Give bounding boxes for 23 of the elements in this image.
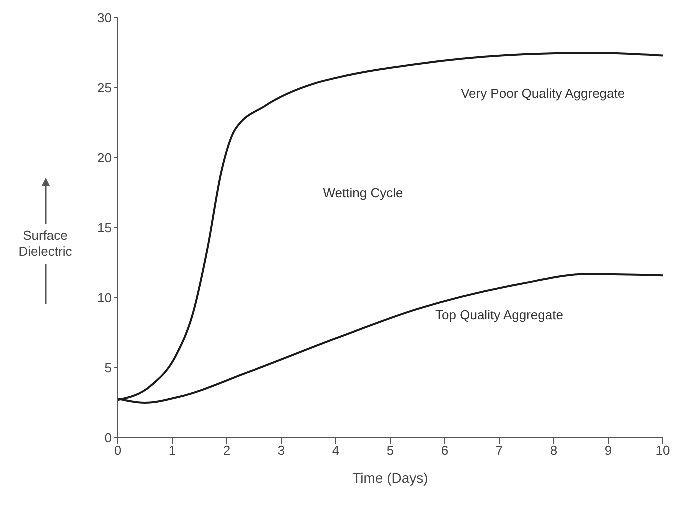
x-tick-label: 4 [332, 443, 340, 458]
y-tick-label: 15 [98, 220, 112, 236]
x-tick-label: 2 [223, 443, 231, 458]
x-tick-label: 8 [550, 443, 558, 458]
x-tick-label: 0 [114, 443, 122, 458]
x-tick-label: 9 [604, 443, 612, 458]
y-tick-label: 25 [98, 80, 112, 96]
y-tick-label: 0 [104, 430, 112, 446]
x-tick-label: 7 [496, 443, 504, 458]
y-tick-label: 30 [98, 10, 112, 26]
y-axis-title: Surface Dielectric [18, 228, 74, 260]
x-tick-label: 10 [656, 443, 670, 458]
x-tick-label: 5 [386, 443, 394, 458]
series-label: Top Quality Aggregate [436, 307, 564, 322]
x-axis-title: Time (Days) [352, 470, 428, 486]
y-tick-label: 10 [98, 290, 112, 306]
text: Very Poor Quality Aggregate [461, 86, 626, 102]
x-tick-label: 6 [441, 443, 449, 458]
y-tick-label: 20 [98, 150, 112, 166]
y-tick-label: 5 [104, 360, 112, 376]
x-tick-label: 3 [278, 443, 286, 458]
annotation: Wetting Cycle [323, 186, 404, 201]
x-tick-label: 1 [168, 443, 176, 458]
